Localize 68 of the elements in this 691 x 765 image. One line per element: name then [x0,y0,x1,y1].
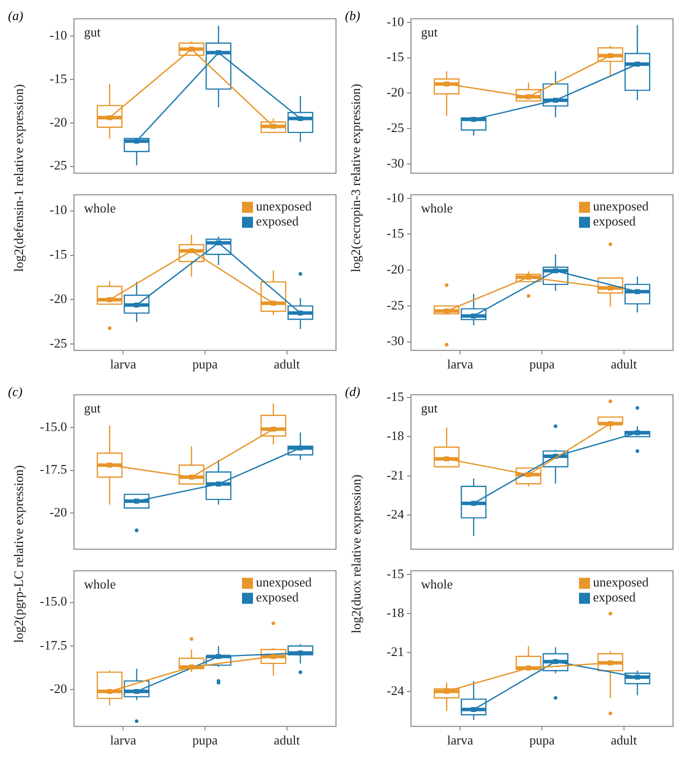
legend-label: exposed [593,214,636,229]
text: (a) [8,8,24,24]
text: gut [84,400,101,416]
legend-label: exposed [256,590,300,605]
y-tick-label: -21 [386,644,404,659]
text: whole [84,200,116,216]
y-tick-label: -10 [386,190,404,205]
y-tick-label: -20 [50,681,67,696]
text: (c) [8,384,22,400]
x-tick-label: adult [610,356,638,372]
y-tick-label: -15 [386,566,404,582]
y-tick-label: -15 [386,49,404,64]
y-axis-title: log2(pgrp-LC relative expression) [11,465,27,643]
legend-label: unexposed [256,198,312,214]
y-tick-label: -15 [386,226,404,241]
y-tick-label: -15 [50,70,67,86]
y-tick-label: -20 [50,291,67,306]
y-tick-label: -30 [386,333,404,348]
legend-label: unexposed [256,574,312,590]
x-tick-label: pupa [529,356,555,372]
y-tick-label: -25 [50,158,67,173]
y-tick-label: -20 [50,504,67,520]
y-tick-label: -15 [50,246,67,262]
y-tick-label: -18 [386,605,404,620]
legend-label: unexposed [593,574,650,590]
text: whole [421,200,453,216]
y-axis-title: log2(defensin-1 relative expression) [11,84,27,272]
x-tick-label: adult [610,732,638,748]
text: gut [421,24,438,40]
y-tick-label: -10 [386,14,404,29]
x-tick-label: larva [110,732,136,748]
y-tick-label: -24 [386,682,404,698]
y-tick-label: -15.0 [40,418,67,434]
y-tick-label: -10 [50,28,67,43]
x-tick-label: pupa [192,356,218,372]
x-tick-label: adult [274,356,300,372]
x-tick-label: larva [110,356,136,372]
y-tick-label: -21 [386,467,404,482]
text: gut [421,400,438,416]
text: whole [84,576,116,592]
y-tick-label: -24 [386,506,404,522]
text: (d) [345,384,360,400]
y-tick-label: -30 [386,155,404,170]
y-tick-label: -18 [386,428,404,444]
y-tick-label: -20 [386,262,404,277]
legend-label: exposed [593,590,636,605]
y-tick-label: -17.5 [40,462,67,477]
y-tick-label: -15.0 [40,594,67,609]
y-tick-label: -10 [50,202,67,218]
x-tick-label: pupa [192,732,218,748]
x-tick-label: pupa [529,732,555,748]
legend-label: exposed [256,214,300,229]
text: (b) [345,8,360,24]
x-tick-label: larva [447,356,474,372]
y-tick-label: -25 [50,336,67,351]
legend-label: unexposed [593,198,650,214]
y-tick-label: -17.5 [40,637,67,652]
y-tick-label: -25 [386,297,404,312]
text: whole [421,576,453,592]
y-axis-title: log2(cecropin-3 relative expression) [348,84,364,272]
y-axis-title: log2(duox relative expression) [348,474,364,634]
y-tick-label: -20 [386,84,404,100]
text: gut [84,24,101,40]
x-tick-label: adult [274,732,300,748]
y-tick-label: -20 [50,114,67,130]
y-tick-label: -25 [386,120,404,135]
y-tick-label: -15 [386,388,404,404]
x-tick-label: larva [447,732,474,748]
